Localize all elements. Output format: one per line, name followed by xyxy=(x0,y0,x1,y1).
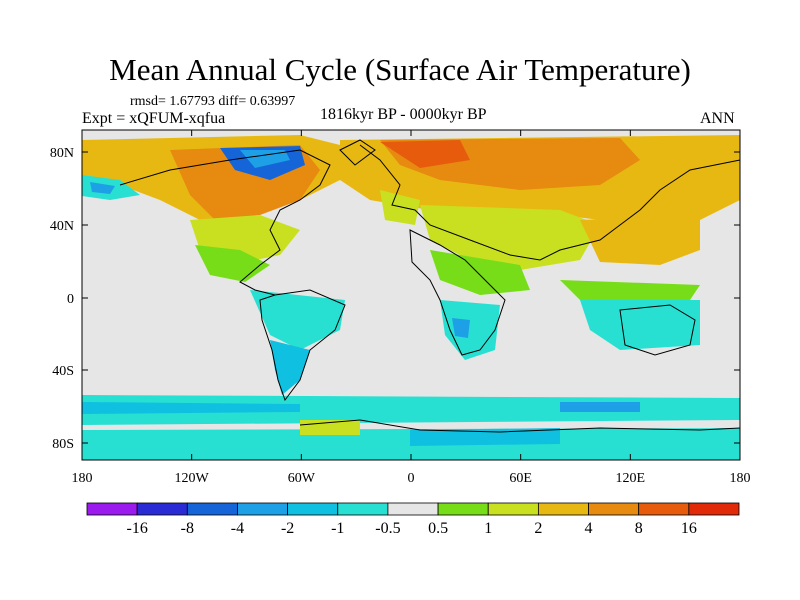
colorbar-swatch-8 xyxy=(487,502,539,516)
coastline-north-america xyxy=(119,149,331,296)
experiment-label: Expt = xQFUM-xqfua xyxy=(82,110,226,127)
longitude-ticks: 180 120W 60W 0 60E 120E 180 xyxy=(72,130,751,486)
field-asia-yellowgreen xyxy=(420,205,600,270)
colorbar-label-11: 16 xyxy=(681,520,697,537)
field-s-america-cyan xyxy=(250,290,345,350)
colorbar-swatch-10 xyxy=(588,502,640,516)
colorbar-swatch-4 xyxy=(287,502,339,516)
rmsd-diff-stats: rmsd= 1.67793 diff= 0.63997 xyxy=(130,94,296,109)
field-antarctica-cyan2 xyxy=(410,428,560,446)
colorbar-label-0: -16 xyxy=(126,520,147,537)
colorbar-label-5: -0.5 xyxy=(375,520,400,537)
colorbar-swatch-7 xyxy=(437,502,489,516)
colorbar-label-2: -4 xyxy=(231,520,244,537)
colorbar-swatch-9 xyxy=(537,502,589,516)
latitude-ticks: 80N 40N 0 40S 80S xyxy=(50,146,740,452)
colorbar-label-10: 8 xyxy=(635,520,643,537)
season-label: ANN xyxy=(700,110,735,127)
temperature-anomaly-fields xyxy=(82,135,740,460)
lat-label-0: 80N xyxy=(50,146,74,161)
lat-label-4: 80S xyxy=(52,437,74,452)
coastline-greenland xyxy=(339,139,376,166)
field-africa-south-cyan xyxy=(440,300,500,360)
field-africa-north-green xyxy=(430,250,530,295)
coastline-antarctica xyxy=(299,419,741,433)
time-period-label: 1816kyr BP - 0000kyr BP xyxy=(320,106,487,123)
field-southern-ocean-blue xyxy=(560,402,640,412)
field-southern-ocean-cyan2 xyxy=(82,402,300,414)
coastline-south-america xyxy=(259,289,346,402)
colorbar-swatch-6 xyxy=(387,502,439,516)
coastlines xyxy=(119,139,741,433)
colorbar-swatch-3 xyxy=(237,502,289,516)
lon-label-5: 120E xyxy=(616,471,646,486)
map-panel: 80N 40N 0 40S 80S 180 120W 60W 0 60E 120E 180 xyxy=(50,129,751,486)
lat-label-1: 40N xyxy=(50,219,74,234)
colorbar-label-7: 1 xyxy=(484,520,492,537)
colorbar-label-9: 4 xyxy=(585,520,593,537)
coastline-eurasia xyxy=(359,144,741,261)
colorbar-swatch-2 xyxy=(186,502,238,516)
lat-label-3: 40S xyxy=(52,364,74,379)
colorbar-label-4: -1 xyxy=(331,520,344,537)
coastline-australia xyxy=(619,304,696,356)
lon-label-4: 60E xyxy=(509,471,532,486)
field-europe-yellowgreen xyxy=(380,190,420,225)
field-arctic-blue2 xyxy=(240,150,290,168)
field-africa-blue xyxy=(452,318,470,338)
field-arctic-red xyxy=(380,140,470,168)
colorbar-label-1: -8 xyxy=(181,520,194,537)
lon-label-0: 180 xyxy=(72,471,93,486)
lon-label-3: 0 xyxy=(408,471,415,486)
field-australia-cyan xyxy=(580,300,700,350)
field-s-america-south xyxy=(270,340,310,395)
lon-label-6: 180 xyxy=(730,471,751,486)
lat-label-2: 0 xyxy=(67,292,74,307)
field-china-yellow xyxy=(580,215,700,265)
coastline-africa xyxy=(409,229,506,356)
colorbar-swatch-5 xyxy=(337,502,389,516)
colorbar-label-8: 2 xyxy=(534,520,542,537)
colorbar-swatch-12 xyxy=(688,502,740,516)
field-maritime-green xyxy=(560,280,700,300)
lon-label-1: 120W xyxy=(175,471,210,486)
lon-label-2: 60W xyxy=(288,471,316,486)
colorbar-swatch-0 xyxy=(86,502,138,516)
plot-title: Mean Annual Cycle (Surface Air Temperatu… xyxy=(109,52,691,87)
colorbar-swatch-11 xyxy=(638,502,690,516)
colorbar-label-6: 0.5 xyxy=(428,520,448,537)
field-alaska-blue xyxy=(90,182,115,194)
colorbar-swatch-1 xyxy=(136,502,188,516)
colorbar-label-3: -2 xyxy=(281,520,294,537)
colorbar: -16 -8 -4 -2 -1 -0.5 0.5 1 2 4 8 16 xyxy=(86,502,740,537)
